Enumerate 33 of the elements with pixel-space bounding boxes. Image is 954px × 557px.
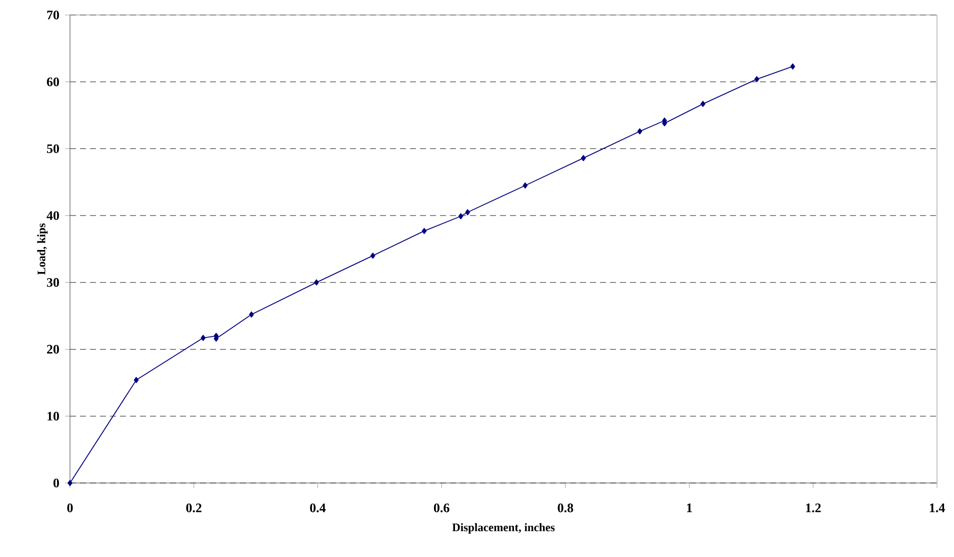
x-tick-label: 1.2 — [806, 504, 821, 512]
x-tick-label: 0.4 — [310, 504, 326, 512]
x-tick-label: 0.6 — [434, 504, 450, 512]
point — [700, 100, 706, 107]
y-axis-title: Load, kips — [37, 223, 48, 275]
y-tick-label: 40 — [46, 211, 59, 220]
y-tick-label: 50 — [46, 144, 59, 154]
point — [458, 213, 464, 220]
point — [580, 155, 586, 162]
y-tick-label: 30 — [46, 278, 59, 287]
x-tick-label: 0 — [67, 504, 73, 512]
point — [422, 228, 427, 234]
point — [134, 376, 139, 384]
y-tick-label: 20 — [47, 344, 59, 354]
point — [637, 128, 642, 134]
point — [790, 63, 796, 70]
y-tick-label: 10 — [48, 412, 59, 421]
y-tick-label: 70 — [47, 10, 59, 20]
y-tick-label: 0 — [53, 478, 59, 488]
point — [249, 311, 254, 318]
point — [754, 76, 760, 82]
x-tick-label: 1 — [687, 504, 692, 512]
y-tick-label: 60 — [46, 77, 59, 86]
x-axis-title: Displacement, inches — [452, 523, 555, 534]
x-tick-label: 0.2 — [186, 504, 202, 512]
point — [370, 252, 376, 259]
point — [522, 182, 528, 189]
x-tick-label: 0.8 — [558, 504, 574, 512]
point — [68, 480, 72, 486]
point — [314, 279, 319, 286]
point — [200, 334, 206, 341]
point — [465, 209, 470, 216]
x-tick-label: 1.4 — [930, 504, 945, 512]
